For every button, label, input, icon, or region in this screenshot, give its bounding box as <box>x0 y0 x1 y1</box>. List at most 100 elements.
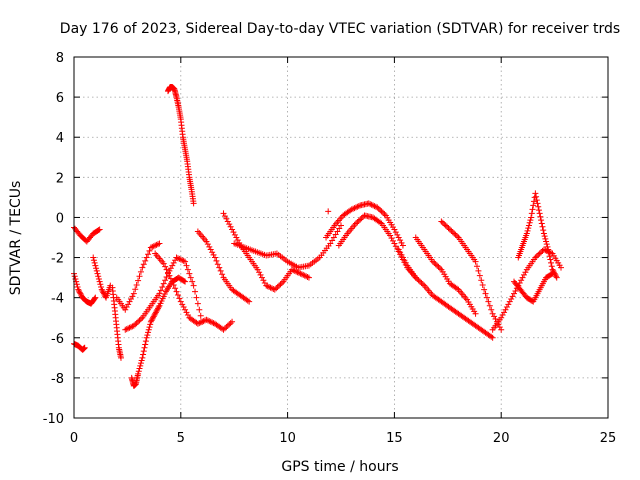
y-tick-label: 2 <box>56 171 64 186</box>
plus-marker <box>93 267 100 274</box>
plus-marker <box>140 261 147 268</box>
plus-marker <box>167 275 174 282</box>
plus-marker <box>441 221 448 228</box>
plus-marker <box>535 251 542 258</box>
plus-marker <box>75 286 82 293</box>
plus-marker <box>160 280 167 287</box>
plus-marker <box>153 241 160 248</box>
plus-marker <box>149 243 156 250</box>
plus-marker <box>94 270 101 277</box>
plus-marker <box>529 206 536 213</box>
plus-marker <box>444 223 451 230</box>
plus-marker <box>190 200 197 207</box>
plus-marker <box>540 230 547 237</box>
plus-marker <box>145 251 152 258</box>
y-tick-label: -10 <box>43 412 64 427</box>
plus-marker <box>394 231 401 238</box>
plus-marker <box>155 241 162 248</box>
plus-marker <box>399 242 406 249</box>
plus-marker <box>485 298 492 305</box>
x-tick-label: 20 <box>493 431 510 446</box>
plus-marker <box>200 318 207 325</box>
plus-marker <box>451 230 458 237</box>
plus-marker <box>224 322 231 329</box>
plus-marker <box>350 205 357 212</box>
plus-marker <box>254 266 261 273</box>
plus-marker <box>95 227 102 234</box>
plus-marker <box>144 332 151 339</box>
plus-marker <box>197 319 204 326</box>
plus-marker <box>163 273 170 280</box>
plus-marker <box>478 277 485 284</box>
plus-marker <box>533 253 540 260</box>
plus-marker <box>414 275 421 282</box>
plus-marker <box>99 287 106 294</box>
plus-marker <box>304 273 311 280</box>
plus-marker <box>332 231 339 238</box>
plus-marker <box>203 316 210 323</box>
plus-marker <box>149 316 156 323</box>
plus-marker <box>226 321 233 328</box>
y-tick-label: 6 <box>56 91 64 106</box>
plus-marker <box>273 285 280 292</box>
plus-marker <box>392 243 399 250</box>
plus-marker <box>492 316 499 323</box>
plus-marker <box>454 233 461 240</box>
plus-marker <box>300 271 307 278</box>
grid <box>74 57 608 418</box>
plus-marker <box>276 282 283 289</box>
plus-marker <box>395 246 402 253</box>
plus-marker <box>501 309 508 316</box>
plus-marker <box>436 265 443 272</box>
plus-marker <box>375 205 382 212</box>
plus-marker <box>135 370 142 377</box>
plus-marker <box>81 344 88 351</box>
plus-marker <box>395 234 402 241</box>
plus-marker <box>303 273 310 280</box>
plus-marker <box>378 208 385 215</box>
plus-marker <box>76 289 83 296</box>
plus-marker <box>482 290 489 297</box>
plus-marker <box>334 228 341 235</box>
plus-marker <box>136 273 143 280</box>
plus-marker <box>224 218 231 225</box>
plus-marker <box>452 231 459 238</box>
plus-marker <box>365 200 372 207</box>
plus-marker <box>475 267 482 274</box>
plus-marker <box>537 213 544 220</box>
plus-marker <box>213 257 220 264</box>
plus-marker <box>538 217 545 224</box>
plus-marker <box>148 317 155 324</box>
plus-marker <box>169 278 176 285</box>
plus-marker <box>172 285 179 292</box>
plus-marker <box>186 270 193 277</box>
plus-marker <box>445 225 452 232</box>
plus-marker <box>489 334 496 341</box>
plus-marker <box>391 226 398 233</box>
plus-marker <box>150 243 157 250</box>
plus-marker <box>143 254 150 261</box>
plus-marker <box>454 285 461 292</box>
plus-marker <box>177 256 184 263</box>
plus-marker <box>123 304 130 311</box>
plus-marker <box>397 249 404 256</box>
plus-marker <box>270 285 277 292</box>
plus-marker <box>530 198 537 205</box>
plus-marker <box>446 226 453 233</box>
plus-marker <box>90 254 97 261</box>
plus-marker <box>143 334 150 341</box>
plus-marker <box>549 270 556 277</box>
plus-marker <box>226 221 233 228</box>
plus-marker <box>435 263 442 270</box>
plus-marker <box>207 246 214 253</box>
plus-marker <box>170 281 177 288</box>
plus-marker <box>130 322 137 329</box>
plus-marker <box>536 250 543 257</box>
plus-marker <box>126 324 133 331</box>
plus-marker <box>479 281 486 288</box>
plus-marker <box>496 324 503 331</box>
plus-marker <box>204 241 211 248</box>
plus-marker <box>132 286 139 293</box>
plus-marker <box>415 277 422 284</box>
plus-marker <box>532 254 539 261</box>
